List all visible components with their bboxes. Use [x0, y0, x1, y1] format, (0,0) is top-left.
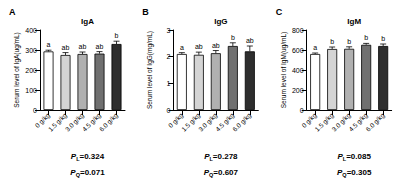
html-text:PL: PL — [204, 152, 213, 162]
svg-text:Serum level of IgA(ug/mL): Serum level of IgA(ug/mL) — [13, 32, 21, 108]
svg-text:0: 0 — [166, 107, 170, 114]
svg-text:=0.607: =0.607 — [213, 168, 238, 177]
svg-text:a: a — [180, 44, 184, 51]
svg-text:0 g/kg: 0 g/kg — [33, 111, 51, 129]
svg-text:C: C — [276, 7, 283, 17]
svg-text:800: 800 — [292, 27, 304, 34]
svg-text:0 g/kg: 0 g/kg — [166, 111, 185, 129]
svg-text:ab: ab — [96, 43, 104, 50]
svg-text:0: 0 — [300, 107, 304, 114]
svg-text:3.0 g/kg: 3.0 g/kg — [330, 111, 352, 133]
svg-text:200: 200 — [25, 67, 37, 74]
svg-text:3.0 g/kg: 3.0 g/kg — [197, 111, 219, 133]
svg-text:400: 400 — [25, 27, 37, 34]
svg-text:b: b — [364, 34, 368, 41]
svg-text:b: b — [330, 38, 334, 45]
svg-text:=0.305: =0.305 — [347, 168, 372, 177]
svg-text:=0.278: =0.278 — [213, 152, 238, 161]
svg-text:300: 300 — [25, 47, 37, 54]
svg-text:6.0 g/kg: 6.0 g/kg — [231, 111, 253, 133]
svg-text:6.0 g/kg: 6.0 g/kg — [98, 111, 120, 133]
svg-text:IgA: IgA — [81, 17, 94, 26]
svg-text:IgM: IgM — [347, 17, 361, 26]
svg-text:3.0 g/kg: 3.0 g/kg — [63, 111, 85, 133]
svg-text:A: A — [9, 7, 16, 17]
svg-text:100: 100 — [25, 87, 37, 94]
svg-text:b: b — [381, 35, 385, 42]
svg-text:4.5 g/kg: 4.5 g/kg — [80, 111, 102, 133]
svg-text:200: 200 — [292, 87, 304, 94]
svg-text:ab: ab — [62, 44, 70, 51]
svg-text:=0.071: =0.071 — [80, 168, 105, 177]
svg-text:1.5 g/kg: 1.5 g/kg — [46, 111, 68, 133]
svg-text:b: b — [347, 38, 351, 45]
svg-text:ab: ab — [195, 43, 203, 50]
html-text:PQ: PQ — [70, 168, 80, 178]
svg-text:ab: ab — [212, 42, 220, 49]
svg-text:6.0 g/kg: 6.0 g/kg — [364, 111, 386, 133]
svg-text:1: 1 — [166, 80, 170, 87]
svg-text:600: 600 — [292, 47, 304, 54]
svg-text:B: B — [142, 7, 149, 17]
svg-text:=0.085: =0.085 — [346, 152, 371, 161]
html-text:PL: PL — [337, 152, 347, 162]
svg-text:a: a — [47, 41, 51, 48]
svg-text:1.5 g/kg: 1.5 g/kg — [180, 111, 202, 133]
svg-text:1.5 g/kg: 1.5 g/kg — [313, 111, 335, 133]
svg-text:4.5 g/kg: 4.5 g/kg — [347, 111, 369, 133]
svg-text:0: 0 — [33, 107, 37, 114]
html-text:PQ: PQ — [337, 168, 347, 178]
html-text:PL: PL — [70, 152, 80, 162]
svg-text:4.5 g/kg: 4.5 g/kg — [214, 111, 236, 133]
svg-text:Serum level of IgM(ug/mL): Serum level of IgM(ug/mL) — [280, 32, 288, 109]
svg-text:0 g/kg: 0 g/kg — [300, 111, 318, 129]
svg-text:IgG: IgG — [214, 17, 227, 26]
svg-text:b: b — [115, 32, 119, 39]
svg-text:Serum level of IgG(mg/mL): Serum level of IgG(mg/mL) — [146, 31, 154, 109]
svg-text:a: a — [313, 44, 317, 51]
svg-text:ab: ab — [246, 37, 254, 44]
svg-text:ab: ab — [79, 43, 87, 50]
svg-text:400: 400 — [292, 67, 304, 74]
html-text:PQ: PQ — [203, 168, 214, 178]
svg-text:2: 2 — [166, 53, 170, 60]
svg-text:=0.324: =0.324 — [79, 152, 104, 161]
svg-text:b: b — [231, 34, 235, 41]
svg-text:3: 3 — [166, 27, 170, 34]
